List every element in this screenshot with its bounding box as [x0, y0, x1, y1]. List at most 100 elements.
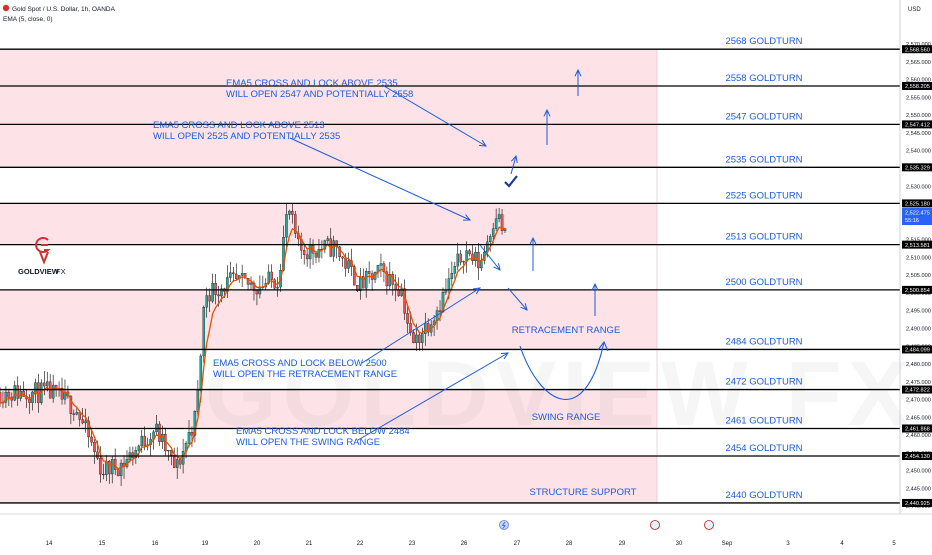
price-level-tag [902, 45, 932, 54]
projection-arrow-up-head [591, 282, 599, 291]
candle-body [459, 253, 462, 263]
symbol-title[interactable]: Gold Spot / U.S. Dollar, 1h, OANDA [12, 6, 116, 13]
candle-body [158, 423, 161, 442]
price-level-tag [902, 498, 932, 507]
candle-body [220, 288, 223, 297]
candle-body [134, 450, 138, 458]
price-level-tag-text: 2,472.822 [905, 388, 930, 394]
projection-arrow-down-head [493, 263, 501, 271]
indicator-title[interactable]: EMA (5, close, 0) [3, 16, 53, 23]
us-flag-event-icon[interactable] [650, 520, 660, 530]
price-tick-label: 2,450.000 [906, 469, 931, 475]
time-axis[interactable]: 14 15 16 19 20 21 22 23 26 27 28 29 30 Sep 3 4 5 [0, 513, 932, 547]
lightning-event-icon[interactable] [499, 520, 509, 530]
annotation-line-1: EMA5 CROSS AND LOCK BELOW 2484 [236, 426, 410, 437]
candle-body [51, 384, 55, 399]
price-tick-label: 2,515.000 [906, 238, 931, 244]
candle-body [46, 381, 49, 387]
price-level-tag-text: 2,500.854 [905, 288, 930, 294]
candle-body [438, 310, 442, 313]
time-tick-label: 19 [202, 541, 209, 547]
projection-arrow-up-head [574, 68, 582, 77]
candle-body [108, 460, 111, 475]
price-tick-label: 2,505.000 [906, 273, 931, 279]
candle-body [143, 435, 146, 446]
candle-body [7, 391, 11, 398]
candle-body [285, 214, 288, 238]
candle-body [246, 278, 250, 285]
swing-range-label: SWING RANGE [532, 412, 601, 423]
candle-body [208, 295, 211, 302]
candle-body [252, 282, 256, 291]
candle-body [255, 290, 259, 295]
candle-body [409, 323, 412, 333]
price-tick-label: 2,555.000 [906, 95, 931, 101]
brand-logo: GOLDVIEW FX [18, 237, 66, 276]
price-level-tag [902, 424, 932, 433]
candle-body [491, 228, 495, 237]
candle-body [424, 323, 427, 334]
goldview-logo-icon [35, 237, 51, 253]
time-tick-label: 23 [409, 541, 416, 547]
goldturn-zone [0, 389, 657, 429]
price-level-tag-text: 2,461.868 [905, 427, 930, 433]
candle-body [418, 334, 421, 343]
candle-body [367, 271, 371, 274]
candle-body [131, 452, 135, 458]
price-tick-label: 2,445.000 [906, 486, 931, 492]
candle-body [282, 237, 285, 271]
projection-arrow-down [479, 244, 501, 271]
price-level-tag-text: 2,525.180 [905, 202, 930, 208]
price-tick-label: 2,480.000 [906, 362, 931, 368]
candle-body [344, 258, 347, 269]
callout-arrow [383, 85, 487, 147]
candle-body [93, 442, 96, 453]
callout-arrow [289, 137, 471, 221]
price-level-tag [902, 385, 932, 394]
time-tick-label: 20 [254, 541, 261, 547]
checkmark-icon [504, 175, 518, 188]
candle-body [140, 435, 144, 447]
candle-body [421, 333, 424, 343]
structure-support-label: STRUCTURE SUPPORT [530, 487, 637, 498]
price-level-tag-text: 2,568.560 [905, 47, 930, 53]
candle-body [494, 218, 498, 229]
event-icons [499, 520, 714, 530]
candle-body [471, 253, 474, 262]
candle-body [90, 436, 93, 443]
candle-body [415, 334, 418, 344]
callout-arrow-head [500, 352, 509, 360]
candle-body [394, 284, 397, 290]
candle-body [235, 273, 238, 279]
candle-body [22, 391, 25, 397]
price-level-tag [902, 451, 932, 460]
projection-arrow-up-head [511, 154, 518, 163]
goldturn-level-label: 2461 GOLDTURN [725, 415, 802, 426]
annotation-line-2: WILL OPEN 2547 AND POTENTIALLY 2558 [226, 89, 413, 100]
candle-body [243, 273, 247, 279]
price-axis[interactable]: 2,440.0002,445.0002,450.0002,455.0002,46… [899, 0, 932, 514]
time-tick-label: 21 [306, 541, 313, 547]
candle-body [317, 248, 321, 258]
goldturn-level-label: 2535 GOLDTURN [725, 154, 802, 165]
last-price-countdown: 55:16 [905, 218, 919, 224]
time-tick-label: 30 [676, 541, 683, 547]
candle-body [406, 313, 409, 324]
candle-body [175, 459, 179, 468]
candle-body [397, 289, 400, 296]
price-tick-label: 2,545.000 [906, 131, 931, 137]
candle-body [332, 240, 335, 257]
us-flag-event-icon[interactable] [704, 520, 714, 530]
candle-body [69, 395, 73, 414]
candle-body [96, 451, 99, 459]
annotation-line-2: WILL OPEN 2525 AND POTENTIALLY 2535 [153, 131, 340, 142]
price-tick-label: 2,540.000 [906, 149, 931, 155]
price-tick-label: 2,475.000 [906, 380, 931, 386]
candle-body [43, 382, 46, 387]
candle-body [500, 214, 504, 231]
goldturn-level-label: 2568 GOLDTURN [725, 36, 802, 47]
time-tick-label: 27 [514, 541, 521, 547]
currency-label: USD [908, 7, 921, 13]
price-tick-label: 2,565.000 [906, 60, 931, 66]
